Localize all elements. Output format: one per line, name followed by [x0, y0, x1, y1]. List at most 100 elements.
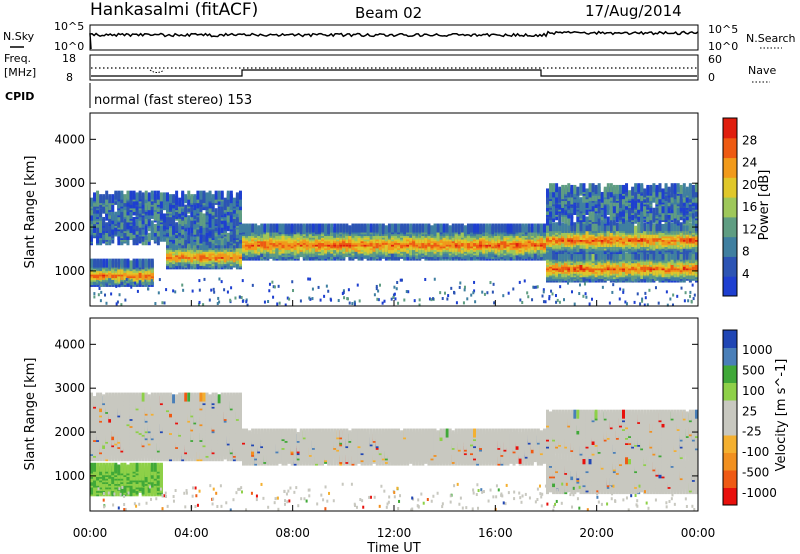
power-colorbar-segment	[723, 197, 737, 218]
data-cell	[211, 194, 215, 204]
noise-cell	[535, 285, 538, 289]
noise-cell	[210, 288, 213, 292]
noise-cell	[245, 300, 248, 304]
y-tick-label: 3000	[54, 176, 85, 190]
noise-cell	[327, 289, 330, 293]
noise-cell	[97, 293, 100, 297]
data-cell	[582, 213, 586, 223]
noise-cell	[212, 287, 215, 291]
data-cell	[366, 223, 370, 233]
data-cell	[561, 213, 565, 223]
noise-cell	[197, 302, 200, 306]
data-cell	[585, 266, 589, 276]
data-cell	[609, 198, 613, 208]
noise-cell	[631, 278, 634, 282]
data-cell	[570, 222, 574, 232]
data-cell	[427, 223, 431, 233]
data-cell	[570, 184, 574, 194]
data-cell	[275, 244, 279, 254]
data-cell	[436, 223, 440, 233]
data-cell	[199, 202, 203, 212]
data-cell	[682, 204, 686, 214]
noise-cell	[644, 296, 647, 300]
noise-cell	[267, 299, 270, 303]
noise-cell	[268, 289, 271, 293]
noise-cell	[519, 298, 522, 302]
noise-cell	[533, 285, 536, 289]
power-heatmap	[90, 183, 698, 307]
data-cell	[564, 184, 568, 194]
data-cell	[597, 214, 601, 224]
data-cell	[600, 222, 604, 232]
data-cell	[691, 223, 695, 233]
data-cell	[339, 223, 343, 233]
data-cell	[664, 191, 668, 201]
data-cell	[129, 209, 133, 219]
data-cell	[351, 223, 355, 233]
noise-cell	[174, 290, 177, 294]
data-cell	[178, 204, 182, 214]
noise-cell	[541, 294, 544, 298]
data-cell	[260, 223, 264, 233]
noise-cell	[381, 301, 384, 305]
data-cell	[99, 218, 103, 228]
data-cell	[515, 223, 519, 233]
data-cell	[138, 258, 142, 268]
data-cell	[670, 193, 674, 203]
noise-cell	[154, 302, 157, 306]
data-cell	[238, 213, 242, 223]
data-cell	[439, 223, 443, 233]
data-cell	[576, 186, 580, 196]
data-cell	[640, 209, 644, 219]
data-cell	[555, 183, 559, 193]
data-cell	[679, 195, 683, 205]
noise-cell	[299, 299, 302, 303]
data-cell	[679, 184, 683, 194]
data-cell	[223, 197, 227, 207]
noise-cell	[582, 294, 585, 298]
data-cell	[667, 250, 671, 260]
data-cell	[588, 211, 592, 221]
data-cell	[360, 223, 364, 233]
noise-cell	[618, 297, 621, 301]
data-cell	[290, 223, 294, 233]
noise-cell	[622, 290, 625, 294]
noise-cell	[588, 279, 591, 283]
noise-cell	[272, 295, 275, 299]
data-cell	[637, 200, 641, 210]
data-cell	[576, 213, 580, 223]
data-cell	[558, 252, 562, 262]
data-cell	[622, 195, 625, 205]
data-cell	[126, 190, 130, 200]
data-cell	[631, 211, 635, 221]
data-cell	[397, 223, 401, 233]
data-cell	[655, 222, 659, 232]
noise-cell	[311, 287, 314, 291]
data-cell	[625, 183, 629, 193]
noise-cell	[559, 285, 562, 289]
noise-cell	[413, 299, 416, 303]
noise-cell	[208, 298, 211, 302]
noise-cell	[348, 301, 351, 305]
data-cell	[156, 236, 160, 246]
noise-cell	[395, 287, 398, 291]
data-cell	[615, 184, 619, 194]
noise-cell	[536, 285, 539, 289]
data-cell	[120, 258, 124, 268]
data-cell	[117, 236, 121, 246]
data-cell	[202, 190, 206, 200]
data-cell	[187, 232, 191, 242]
data-cell	[451, 223, 455, 233]
data-cell	[138, 216, 142, 226]
cpid-text: normal (fast stereo) 153	[94, 93, 252, 108]
data-cell	[655, 184, 659, 194]
noise-cell	[286, 296, 289, 300]
data-cell	[126, 202, 130, 212]
data-cell	[570, 250, 574, 260]
data-cell	[220, 190, 224, 200]
data-cell	[150, 190, 154, 200]
noise-cell	[218, 300, 221, 304]
noise-cell	[463, 288, 466, 292]
data-cell	[135, 216, 139, 226]
data-cell	[138, 190, 142, 200]
